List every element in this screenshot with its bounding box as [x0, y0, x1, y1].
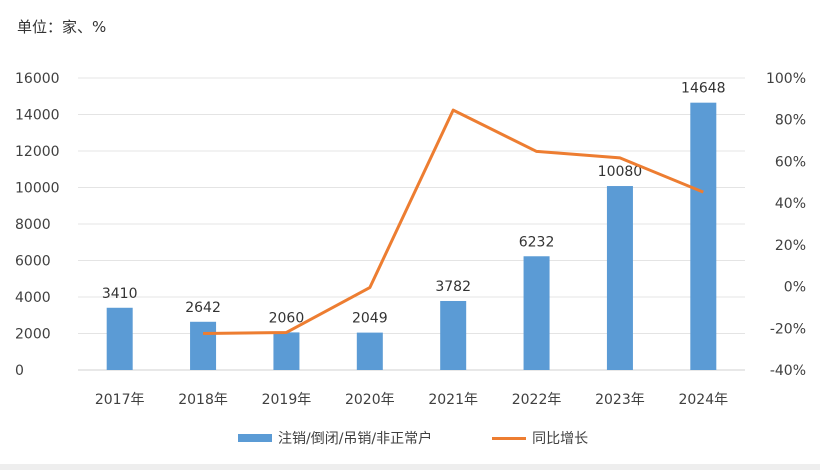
- x-tick-label: 2022年: [512, 392, 562, 408]
- x-tick-label: 2021年: [428, 392, 478, 408]
- y-right-tick-label: 20%: [775, 238, 806, 254]
- y-right-tick-label: 40%: [775, 196, 806, 212]
- growth-line: [203, 108, 704, 335]
- legend-bar-label: 注销/倒闭/吊销/非正常户: [278, 431, 433, 447]
- y-left-tick-label: 4000: [15, 290, 51, 306]
- y-right-tick-label: 0%: [784, 280, 806, 296]
- bar-data-label: 14648: [681, 81, 726, 97]
- x-tick-label: 2024年: [678, 392, 728, 408]
- y-left-tick-label: 2000: [15, 327, 51, 343]
- y-left-tick-label: 14000: [15, 108, 60, 124]
- bar: [606, 186, 633, 370]
- bar-data-label: 3782: [435, 279, 471, 295]
- y-right-tick-label: -20%: [770, 321, 806, 337]
- y-right-tick-label: 80%: [775, 113, 806, 129]
- bar: [190, 321, 217, 370]
- legend-bar-swatch: [238, 434, 272, 442]
- y-left-tick-label: 10000: [15, 181, 60, 197]
- x-tick-label: 2023年: [595, 392, 645, 408]
- bar-data-label: 6232: [519, 234, 555, 250]
- bar-data-label: 3410: [102, 286, 138, 302]
- y-right-tick-label: 60%: [775, 154, 806, 170]
- x-tick-label: 2019年: [262, 392, 312, 408]
- y-right-tick-label: -40%: [770, 363, 806, 379]
- x-tick-label: 2018年: [178, 392, 228, 408]
- y-left-tick-label: 12000: [15, 144, 60, 160]
- y-left-tick-label: 0: [15, 363, 24, 379]
- bar-data-label: 10080: [598, 164, 643, 180]
- bar-data-label: 2060: [269, 310, 305, 326]
- y-left-tick-label: 8000: [15, 217, 51, 233]
- bar: [440, 300, 467, 370]
- legend: 注销/倒闭/吊销/非正常户 同比增长: [238, 428, 588, 448]
- bar: [106, 307, 133, 370]
- x-tick-label: 2017年: [95, 392, 145, 408]
- legend-line-label: 同比增长: [532, 431, 589, 447]
- bar-data-label: 2642: [185, 300, 221, 316]
- y-right-tick-label: 100%: [766, 71, 806, 87]
- bar: [273, 332, 300, 370]
- bar: [523, 256, 550, 370]
- y-left-tick-label: 6000: [15, 254, 51, 270]
- x-tick-label: 2020年: [345, 392, 395, 408]
- bar: [356, 332, 383, 370]
- bar: [690, 102, 717, 370]
- legend-line-swatch: [492, 436, 527, 440]
- bottom-bar: [0, 464, 820, 470]
- bar-data-label: 2049: [352, 311, 388, 327]
- unit-label: 单位：家、%: [17, 18, 107, 36]
- y-left-tick-label: 16000: [15, 71, 60, 87]
